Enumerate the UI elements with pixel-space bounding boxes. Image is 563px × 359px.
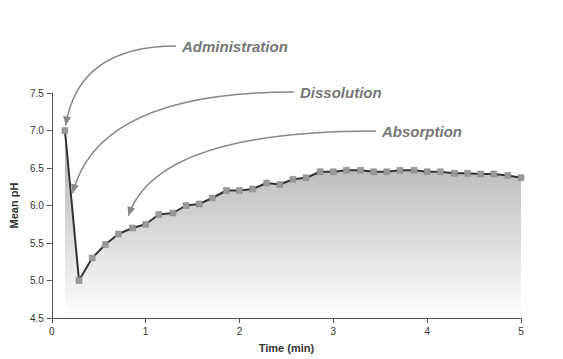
svg-text:Dissolution: Dissolution [300,84,382,101]
svg-text:4: 4 [424,326,430,337]
svg-text:Time (min): Time (min) [259,342,315,354]
svg-text:5.0: 5.0 [30,275,44,286]
svg-text:1: 1 [143,326,149,337]
svg-text:4.5: 4.5 [30,313,44,324]
svg-text:7.5: 7.5 [30,88,44,99]
svg-text:Mean pH: Mean pH [8,183,20,229]
svg-text:Absorption: Absorption [381,123,462,140]
svg-text:3: 3 [331,326,337,337]
svg-text:5: 5 [518,326,524,337]
svg-text:2: 2 [237,326,243,337]
svg-text:Administration: Administration [181,38,288,55]
svg-text:0: 0 [49,326,55,337]
svg-text:6.5: 6.5 [30,163,44,174]
svg-text:6.0: 6.0 [30,200,44,211]
svg-text:7.0: 7.0 [30,125,44,136]
svg-text:5.5: 5.5 [30,238,44,249]
